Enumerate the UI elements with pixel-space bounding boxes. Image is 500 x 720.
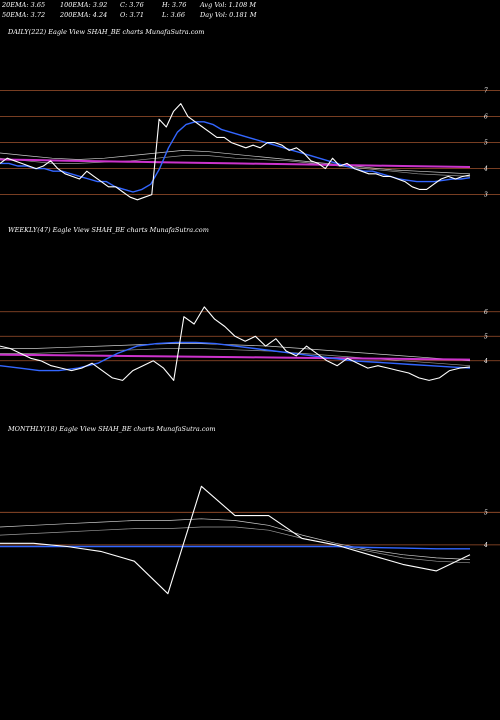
monthly-series-line (0, 485, 471, 595)
weekly-chart: 6 5 4 (0, 306, 500, 381)
daily-y-tick-label: 7 (484, 88, 488, 95)
daily-series-line (0, 155, 471, 177)
stat-high: H: 3.76 (162, 1, 187, 9)
stat-20ema: 20EMA: 3.65 (2, 1, 46, 9)
weekly-y-tick-label: 4 (483, 358, 488, 365)
stat-open: O: 3.71 (120, 11, 145, 19)
stat-close: C: 3.76 (120, 1, 144, 9)
monthly-y-tick-label: 4 (483, 542, 488, 549)
monthly-chart: 54 (0, 485, 500, 595)
daily-series-line (0, 150, 471, 175)
weekly-series-line (0, 353, 471, 361)
stat-avg-vol: Avg Vol: 1.108 M (200, 1, 257, 9)
daily-y-tick-label: 3 (484, 192, 488, 199)
daily-chart-title: DAILY(222) Eagle View SHAH_BE charts Mun… (8, 28, 205, 36)
daily-y-tick-label: 4 (483, 166, 488, 173)
stat-low: L: 3.66 (162, 11, 186, 19)
stat-day-vol: Day Vol: 0.181 M (200, 11, 257, 19)
monthly-y-tick-label: 5 (484, 509, 488, 516)
daily-chart: 7 6 5 4 3 (0, 88, 500, 201)
weekly-y-tick-label: 6 (484, 309, 488, 316)
weekly-series-line (0, 306, 471, 381)
daily-y-tick-label: 6 (484, 114, 488, 121)
weekly-series-line (0, 348, 471, 367)
stat-100ema: 100EMA: 3.92 (60, 1, 108, 9)
weekly-chart-title: WEEKLY(47) Eagle View SHAH_BE charts Mun… (8, 226, 209, 234)
daily-y-tick-label: 5 (484, 140, 488, 147)
monthly-chart-title: MONTHLY(18) Eagle View SHAH_BE charts Mu… (8, 425, 216, 433)
weekly-series-line (0, 341, 471, 372)
weekly-series-line (0, 343, 471, 362)
weekly-y-tick-label: 5 (484, 333, 488, 340)
monthly-series-line (0, 545, 470, 550)
daily-series-line (0, 103, 471, 201)
monthly-series-line (0, 518, 471, 560)
stat-50ema: 50EMA: 3.72 (2, 11, 46, 19)
daily-series-line (0, 121, 471, 193)
daily-series-line (0, 158, 471, 168)
stat-200ema: 200EMA: 4.24 (60, 11, 108, 19)
monthly-series-line (0, 526, 471, 564)
